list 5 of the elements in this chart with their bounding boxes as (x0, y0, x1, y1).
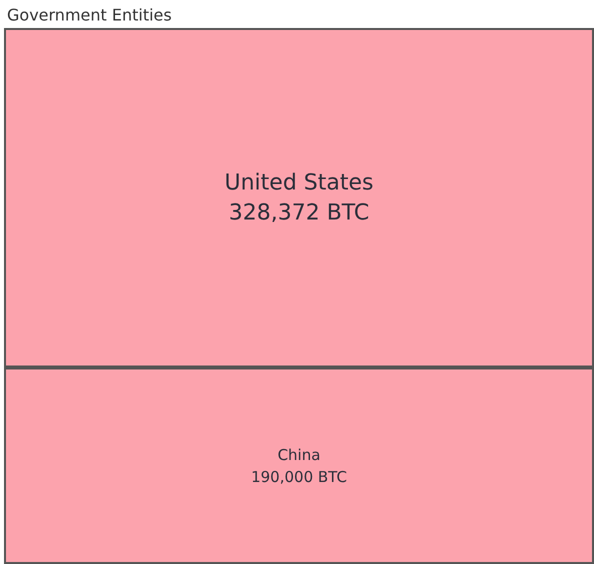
text: Government Entities (7, 6, 172, 24)
category-label: China (278, 446, 320, 464)
category-label: United States (224, 170, 374, 196)
data-label: 328,372 BTC (228, 200, 370, 226)
data-label: 190,000 BTC (251, 468, 347, 486)
